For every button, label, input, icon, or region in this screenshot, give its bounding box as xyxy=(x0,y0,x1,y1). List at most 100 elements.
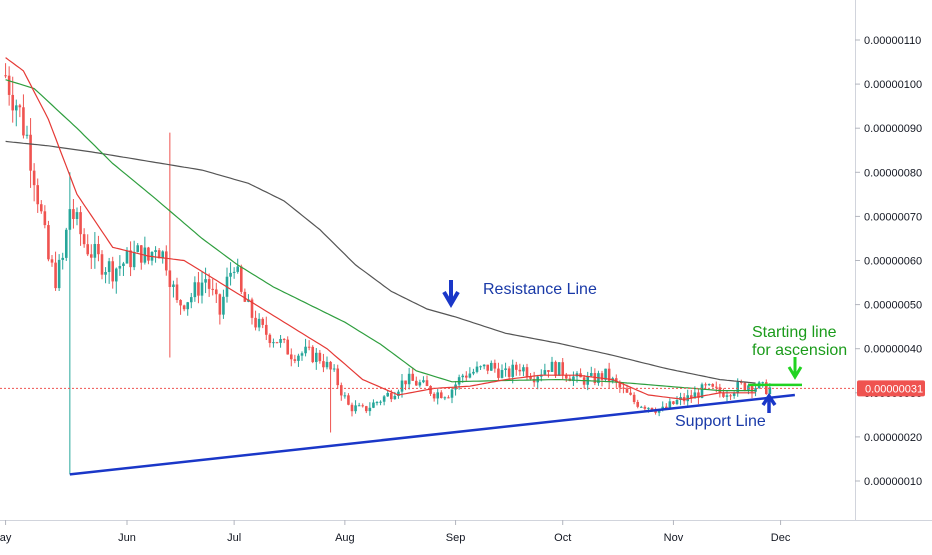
candle-body xyxy=(172,284,175,287)
candle-body xyxy=(607,368,611,382)
x-tick-label: Jul xyxy=(227,532,241,544)
candle-body xyxy=(364,406,368,412)
candle-body xyxy=(54,262,57,289)
candle-body xyxy=(72,209,75,220)
candle-body xyxy=(111,261,115,282)
candle-body xyxy=(304,346,307,354)
candles xyxy=(4,63,772,475)
candle-body xyxy=(689,395,693,399)
candle-body xyxy=(729,395,732,397)
candle-body xyxy=(32,170,36,186)
candle-body xyxy=(268,334,272,344)
candle-body xyxy=(311,346,315,363)
candle-body xyxy=(61,257,65,260)
candle-body xyxy=(604,368,607,380)
resistance-label: Resistance Line xyxy=(483,281,597,298)
candle-body xyxy=(593,373,597,384)
candle-body xyxy=(404,380,407,385)
candle-body xyxy=(314,352,318,363)
candle-body xyxy=(511,364,515,377)
candle-body xyxy=(432,393,436,399)
candle-body xyxy=(325,361,329,368)
candle-body xyxy=(107,261,111,273)
candle-body xyxy=(200,282,204,296)
candle-body xyxy=(700,384,704,398)
candle-body xyxy=(14,105,18,111)
support-label: Support Line xyxy=(675,413,766,430)
candle-body xyxy=(732,393,736,396)
candle-body xyxy=(189,297,193,303)
candle-body xyxy=(350,404,354,412)
candle-body xyxy=(211,288,215,290)
candle-body xyxy=(472,371,475,374)
candle-body xyxy=(47,225,50,260)
arrow-down-icon xyxy=(442,280,460,308)
candle-body xyxy=(4,75,7,77)
candle-body xyxy=(297,355,300,361)
candle-body xyxy=(354,405,357,412)
candle-body xyxy=(614,378,618,383)
candle-body xyxy=(79,212,82,235)
candle-body xyxy=(261,318,265,325)
x-tick-label: Sep xyxy=(446,532,466,544)
x-tick-label: Oct xyxy=(554,532,571,544)
last-price-text: 0.00000031 xyxy=(865,383,923,395)
candle-body xyxy=(711,384,715,387)
y-tick-label: 0.00000060 xyxy=(864,256,922,268)
candle-body xyxy=(279,338,282,343)
y-tick-label: 0.00000050 xyxy=(864,300,922,312)
candle-body xyxy=(207,279,211,289)
candle-body xyxy=(125,250,129,264)
candle-body xyxy=(375,402,379,404)
x-tick-label: Jun xyxy=(118,532,136,544)
candle-body xyxy=(518,369,522,372)
candle-body xyxy=(493,362,497,369)
x-tick-label: Dec xyxy=(771,532,791,544)
last-price-badge: 0.00000031 xyxy=(857,380,925,397)
candle-body xyxy=(668,401,672,409)
moving-averages xyxy=(5,57,756,401)
candle-body xyxy=(57,259,61,289)
candle-body xyxy=(161,251,165,259)
candle-body xyxy=(82,234,86,245)
x-tick-label: Aug xyxy=(335,532,355,544)
candle-body xyxy=(725,395,729,397)
candle-body xyxy=(650,407,654,411)
candle-body xyxy=(547,370,550,372)
candle-body xyxy=(122,263,125,267)
y-tick-label: 0.00000040 xyxy=(864,344,922,356)
candle-body xyxy=(118,266,122,269)
y-tick-label: 0.00000110 xyxy=(864,35,921,47)
arrow-up-icon xyxy=(761,392,777,413)
candle-body xyxy=(529,376,532,379)
candle-body xyxy=(461,375,465,378)
candle-body xyxy=(557,362,561,376)
candle-body xyxy=(761,382,765,384)
candle-body xyxy=(250,299,254,318)
candle-body xyxy=(618,382,622,388)
candle-body xyxy=(357,405,361,407)
candle-body xyxy=(236,266,240,272)
candle-body xyxy=(422,380,425,383)
candle-body xyxy=(672,401,675,405)
candle-body xyxy=(257,318,261,328)
candle-body xyxy=(654,410,657,413)
candle-body xyxy=(514,364,518,370)
candle-body xyxy=(368,407,372,412)
arrow-down-icon xyxy=(787,357,803,380)
candle-body xyxy=(50,259,54,263)
candle-body xyxy=(486,364,490,371)
y-tick-label: 0.00000080 xyxy=(864,167,922,179)
starting-label-line1: Starting line xyxy=(752,324,837,341)
candle-body xyxy=(322,361,325,368)
candle-body xyxy=(507,368,511,377)
candle-body xyxy=(132,251,136,268)
candle-body xyxy=(736,381,740,394)
candle-body xyxy=(382,396,386,402)
candle-body xyxy=(339,385,343,396)
candle-body xyxy=(439,392,443,399)
candle-body xyxy=(293,359,297,361)
candle-body xyxy=(754,388,757,392)
x-tick-label: ay xyxy=(0,532,12,544)
